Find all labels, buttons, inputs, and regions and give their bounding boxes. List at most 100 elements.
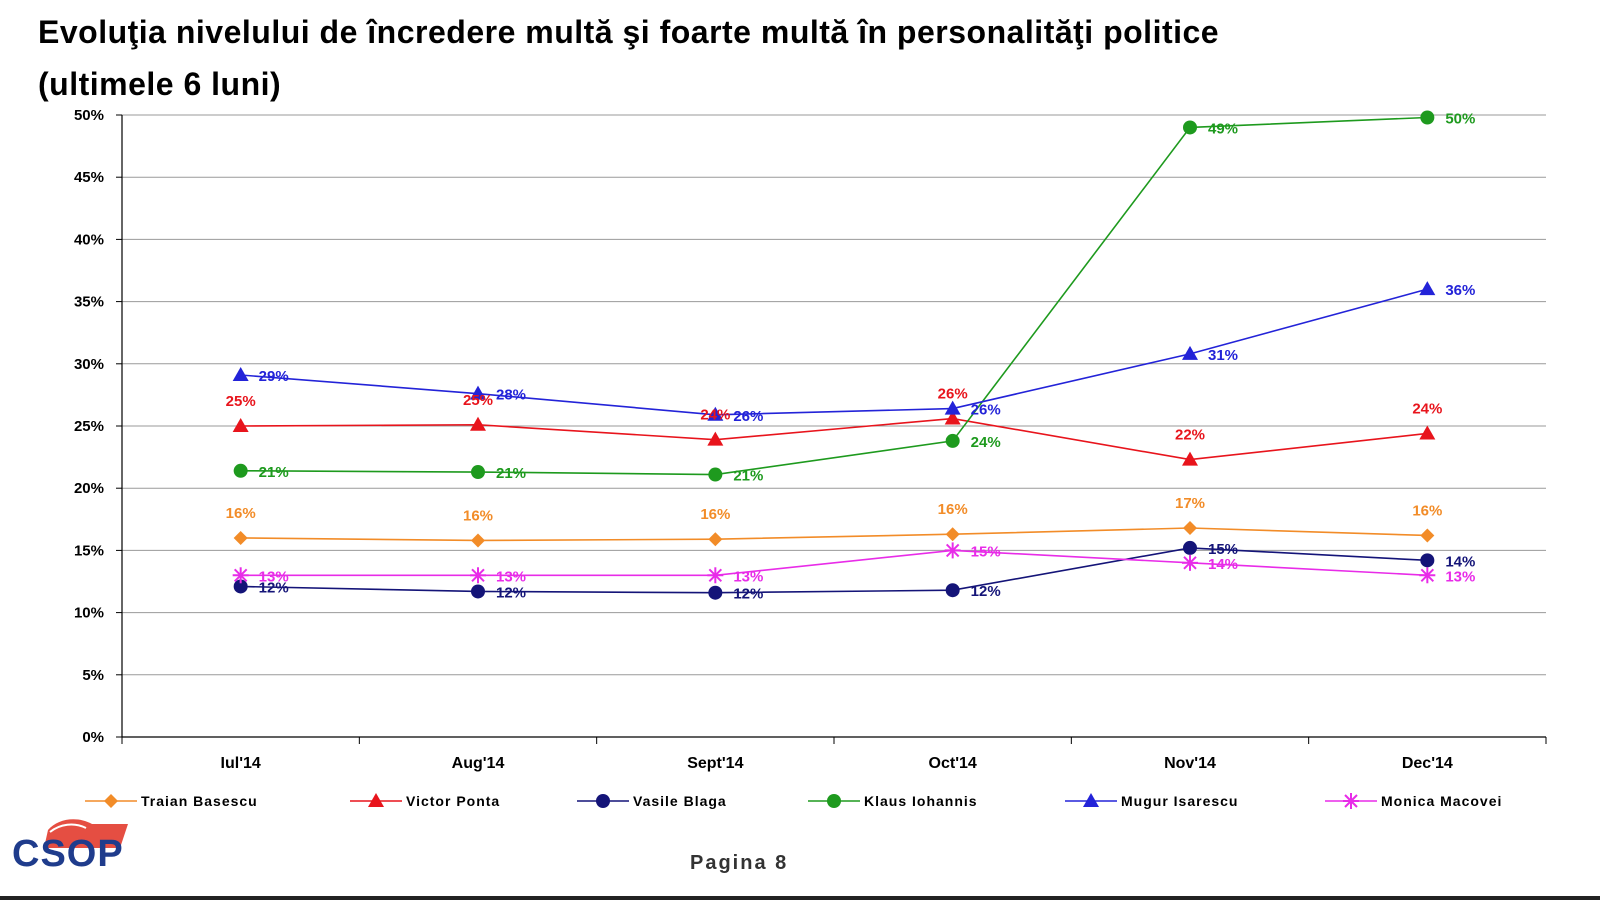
legend-label-mugur-isarescu: Mugur Isarescu bbox=[1121, 793, 1239, 809]
y-tick-label: 20% bbox=[74, 480, 104, 497]
data-label-victor-ponta: 24% bbox=[700, 407, 730, 424]
data-label-klaus-iohannis: 21% bbox=[733, 468, 763, 485]
data-point-traian-basescu bbox=[708, 532, 723, 547]
chart-legend: Traian Basescu Victor Ponta Vasile Blaga Kl… bbox=[85, 790, 1585, 812]
data-label-victor-ponta: 26% bbox=[938, 386, 968, 403]
data-point-mugur-isarescu bbox=[470, 385, 486, 400]
series-line-monica-macovei bbox=[240, 549, 1428, 577]
data-label-monica-macovei: 13% bbox=[496, 568, 526, 585]
bottom-bar bbox=[0, 896, 1600, 900]
data-point-traian-basescu bbox=[233, 530, 248, 545]
data-label-vasile-blaga: 15% bbox=[1208, 541, 1238, 558]
data-label-victor-ponta: 25% bbox=[226, 393, 256, 410]
data-point-victor-ponta bbox=[1182, 451, 1198, 466]
data-label-vasile-blaga: 12% bbox=[496, 584, 526, 601]
data-label-mugur-isarescu: 31% bbox=[1208, 347, 1238, 364]
svg-text:CSOP: CSOP bbox=[12, 833, 124, 875]
data-label-monica-macovei: 14% bbox=[1208, 556, 1238, 573]
x-tick-label: Iul'14 bbox=[221, 755, 261, 772]
legend-item-monica-macovei: Monica Macovei bbox=[1325, 790, 1502, 812]
csop-logo: CSOP bbox=[10, 818, 170, 878]
data-point-mugur-isarescu bbox=[944, 400, 961, 415]
data-point-klaus-iohannis bbox=[945, 433, 960, 448]
legend-swatch-klaus-iohannis bbox=[808, 794, 860, 808]
series-line-traian-basescu bbox=[240, 527, 1428, 542]
y-tick-label: 15% bbox=[74, 542, 104, 559]
legend-label-klaus-iohannis: Klaus Iohannis bbox=[864, 793, 978, 809]
data-label-klaus-iohannis: 21% bbox=[496, 465, 526, 482]
y-tick-labels: 0% 5% 10% 15% 20% 25% 30% 35% 40% 45% 50% bbox=[74, 107, 104, 746]
data-point-mugur-isarescu bbox=[707, 406, 724, 421]
series-traian-basescu bbox=[233, 521, 1435, 548]
data-point-klaus-iohannis bbox=[1183, 120, 1197, 135]
data-point-klaus-iohannis bbox=[1420, 110, 1435, 125]
data-label-monica-macovei: 13% bbox=[259, 568, 289, 585]
series-victor-ponta bbox=[232, 410, 1436, 466]
series-group bbox=[232, 110, 1436, 600]
data-label-mugur-isarescu: 26% bbox=[733, 408, 763, 425]
legend-swatch-monica-macovei bbox=[1325, 793, 1377, 809]
data-point-victor-ponta bbox=[1419, 425, 1436, 440]
x-tick-label: Nov'14 bbox=[1164, 755, 1216, 772]
data-label-klaus-iohannis: 21% bbox=[259, 464, 289, 481]
axes bbox=[116, 114, 1547, 744]
data-label-traian-basescu: 16% bbox=[226, 505, 256, 522]
data-label-vasile-blaga: 12% bbox=[971, 583, 1001, 600]
data-label-traian-basescu: 16% bbox=[938, 501, 968, 518]
legend-swatch-traian-basescu bbox=[85, 794, 137, 808]
x-tick-label: Aug'14 bbox=[452, 755, 505, 772]
legend-marker-monica-macovei bbox=[1343, 793, 1359, 809]
series-vasile-blaga bbox=[233, 540, 1435, 600]
data-label-monica-macovei: 15% bbox=[971, 543, 1001, 560]
legend-item-vasile-blaga: Vasile Blaga bbox=[577, 790, 727, 812]
data-point-monica-macovei bbox=[1182, 554, 1198, 571]
legend-item-mugur-isarescu: Mugur Isarescu bbox=[1065, 790, 1238, 812]
y-tick-label: 30% bbox=[74, 356, 104, 373]
series-monica-macovei bbox=[232, 542, 1436, 584]
data-point-traian-basescu bbox=[1420, 528, 1435, 543]
data-point-vasile-blaga bbox=[1183, 540, 1197, 555]
legend-swatch-victor-ponta bbox=[350, 793, 402, 807]
data-point-monica-macovei bbox=[944, 542, 961, 559]
legend-swatch-mugur-isarescu bbox=[1065, 793, 1117, 807]
y-tick-label: 25% bbox=[74, 418, 104, 435]
y-tick-label: 45% bbox=[74, 169, 104, 186]
legend-label-vasile-blaga: Vasile Blaga bbox=[633, 793, 727, 809]
legend-marker-traian-basescu bbox=[104, 794, 118, 808]
data-label-mugur-isarescu: 36% bbox=[1445, 282, 1475, 299]
data-label-vasile-blaga: 12% bbox=[259, 579, 289, 596]
series-line-klaus-iohannis bbox=[240, 116, 1428, 476]
data-point-monica-macovei bbox=[707, 567, 724, 584]
data-point-vasile-blaga bbox=[1420, 553, 1435, 568]
data-label-monica-macovei: 13% bbox=[733, 568, 763, 585]
data-point-mugur-isarescu bbox=[232, 366, 249, 381]
data-label-vasile-blaga: 14% bbox=[1445, 553, 1475, 570]
data-point-victor-ponta bbox=[470, 416, 486, 431]
legend-marker-klaus-iohannis bbox=[827, 794, 841, 808]
data-point-mugur-isarescu bbox=[1419, 281, 1436, 296]
legend-item-traian-basescu: Traian Basescu bbox=[85, 790, 258, 812]
y-tick-label: 50% bbox=[74, 107, 104, 124]
data-label-klaus-iohannis: 24% bbox=[971, 434, 1001, 451]
data-point-victor-ponta bbox=[232, 418, 249, 432]
data-label-traian-basescu: 17% bbox=[1175, 495, 1205, 512]
y-tick-label: 40% bbox=[74, 231, 104, 248]
x-tick-label: Oct'14 bbox=[929, 755, 977, 772]
y-tick-label: 0% bbox=[82, 729, 104, 746]
chart-title: Evoluţia nivelului de încredere multă şi… bbox=[38, 6, 1578, 110]
legend-item-victor-ponta: Victor Ponta bbox=[350, 790, 500, 812]
y-tick-label: 35% bbox=[74, 294, 104, 311]
legend-label-victor-ponta: Victor Ponta bbox=[406, 793, 501, 809]
data-point-victor-ponta bbox=[944, 410, 961, 425]
data-point-victor-ponta bbox=[707, 431, 724, 446]
data-point-vasile-blaga bbox=[471, 584, 485, 599]
data-label-traian-basescu: 16% bbox=[463, 507, 493, 524]
series-klaus-iohannis bbox=[233, 110, 1435, 482]
data-label-vasile-blaga: 12% bbox=[733, 586, 763, 603]
series-mugur-isarescu bbox=[232, 281, 1436, 421]
data-point-traian-basescu bbox=[945, 527, 960, 542]
data-point-traian-basescu bbox=[1183, 521, 1197, 536]
line-chart: 0% 5% 10% 15% 20% 25% 30% 35% 40% 45% 50% Iul'14 Au… bbox=[74, 107, 1547, 772]
y-tick-label: 5% bbox=[82, 667, 104, 684]
y-tick-label: 10% bbox=[74, 605, 104, 622]
